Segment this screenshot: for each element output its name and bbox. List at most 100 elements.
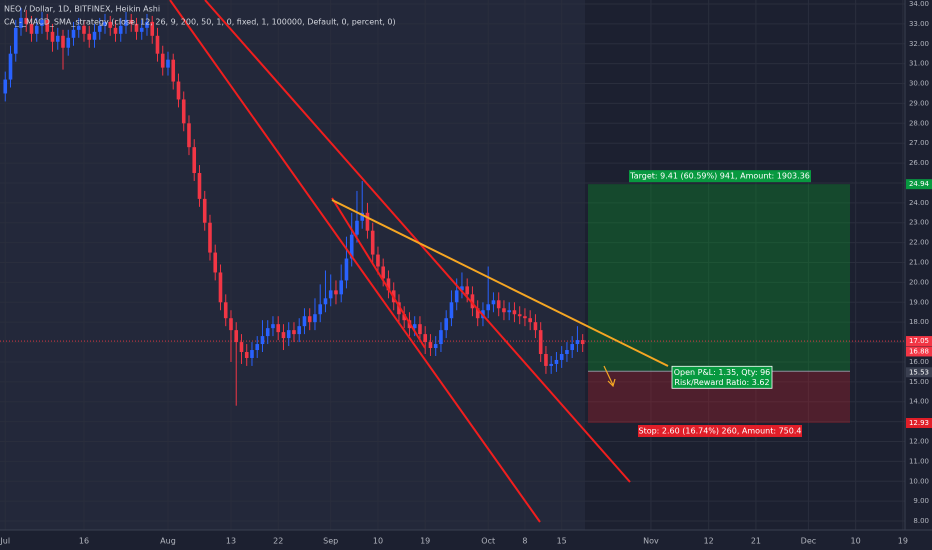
candle-body (544, 353, 548, 366)
y-tick-label: 19.00 (909, 298, 929, 306)
candle-body (292, 330, 296, 335)
candle-body (307, 316, 312, 323)
current-price-tag-box (906, 336, 932, 347)
x-tick-label: 21 (751, 537, 761, 546)
candle-body (559, 353, 564, 360)
drawings (169, 0, 669, 523)
stop-label: Stop: 2.60 (16.74%) 260, Amount: 750.4 (638, 427, 801, 436)
y-tick-label: 9.00 (913, 497, 929, 505)
candle-body (208, 222, 212, 253)
x-tick-label: Sep (323, 537, 338, 546)
labels: Target: 9.41 (60.59%) 941, Amount: 1903.… (629, 170, 811, 438)
candle-body (34, 25, 39, 34)
candle-body (318, 304, 323, 315)
candle-body (439, 330, 443, 345)
target-label-box (629, 170, 811, 183)
current-price-tag: 17.05 (909, 337, 929, 345)
x-tick-label: 22 (273, 537, 283, 546)
x-tick-label: Dec (801, 537, 816, 546)
candle-body (265, 328, 270, 337)
y-tick-label: 33.00 (909, 20, 929, 28)
indicator-legend: CA_-_MACD_SMA_strategy (close, 12, 26, 9… (4, 18, 396, 27)
candle-body (13, 27, 18, 54)
candle-body (61, 35, 65, 48)
y-tick-label: 15.00 (909, 378, 929, 386)
candle-body (181, 99, 186, 124)
candle-body (118, 25, 123, 34)
candle-body (528, 318, 532, 323)
y-tick-label: 29.00 (909, 99, 929, 107)
candle-body (276, 324, 281, 333)
last-close-tag: 16.88 (909, 347, 929, 355)
candle-body (386, 278, 391, 291)
candle-body (496, 300, 501, 309)
chart-title: NEO / Dollar, 1D, BITFINEX, Heikin Ashi (4, 5, 160, 14)
stop-price-tag: 12.93 (909, 419, 929, 427)
candle-body (397, 302, 401, 315)
candle-body (166, 59, 170, 68)
y-tick-label: 21.00 (909, 259, 929, 267)
candle-body (302, 316, 307, 327)
x-tick-label: Jul (0, 537, 10, 546)
y-tick-label: 34.00 (909, 0, 929, 8)
candle-body (428, 342, 433, 349)
candle-body (491, 300, 496, 305)
y-tick-label: 16.00 (909, 358, 929, 366)
candle-body (517, 314, 522, 317)
candle-body (255, 344, 260, 351)
x-tick-label: 15 (557, 537, 567, 546)
y-tick-label: 27.00 (909, 139, 929, 147)
candle-body (365, 212, 370, 231)
entry-price-tag: 15.53 (909, 368, 929, 376)
candle-body (218, 272, 223, 303)
candle-body (460, 286, 464, 291)
candle-body (334, 290, 338, 295)
candle-body (381, 266, 386, 279)
y-tick-label: 20.00 (909, 278, 929, 286)
candle-body (50, 31, 55, 42)
candle-body (281, 332, 286, 339)
candle-body (40, 19, 44, 26)
candle-body (575, 340, 580, 345)
candles (3, 7, 585, 406)
candle-body (239, 342, 244, 353)
candle-body (113, 27, 118, 34)
candle-body (66, 37, 71, 48)
candle-body (554, 359, 559, 364)
candle-body (213, 252, 218, 273)
candle-body (129, 19, 134, 24)
y-tick-label: 11.00 (909, 457, 929, 465)
candle-body (376, 254, 380, 267)
candle-body (171, 59, 176, 82)
candle-body (433, 344, 438, 349)
candle-body (260, 336, 265, 345)
candle-body (470, 294, 475, 309)
candle-body (523, 316, 527, 319)
target-price-tag-box (906, 179, 932, 190)
candle-body (160, 53, 165, 68)
candle-body (533, 322, 538, 331)
candle-body (355, 220, 359, 235)
x-tick-label: 13 (226, 537, 236, 546)
x-tick-label: 12 (704, 537, 714, 546)
last-close-tag-box (906, 346, 932, 357)
candle-body (286, 330, 291, 339)
candle-body (565, 350, 569, 354)
candle-body (360, 212, 365, 221)
candle-body (24, 17, 29, 24)
candle-body (124, 19, 128, 26)
pnl-label: Open P&L: 1.35, Qty: 96 (674, 368, 771, 377)
candle-body (465, 286, 469, 295)
candle-body (454, 290, 459, 303)
arrow-head (607, 378, 616, 388)
y-tick-label: 22.00 (909, 239, 929, 247)
candle-body (45, 19, 50, 32)
candle-body (423, 334, 428, 343)
x-tick-label: 19 (420, 537, 430, 546)
x-tick-label: 19 (898, 537, 908, 546)
candle-body (271, 324, 275, 329)
candle-body (8, 53, 13, 80)
candle-body (29, 23, 34, 34)
